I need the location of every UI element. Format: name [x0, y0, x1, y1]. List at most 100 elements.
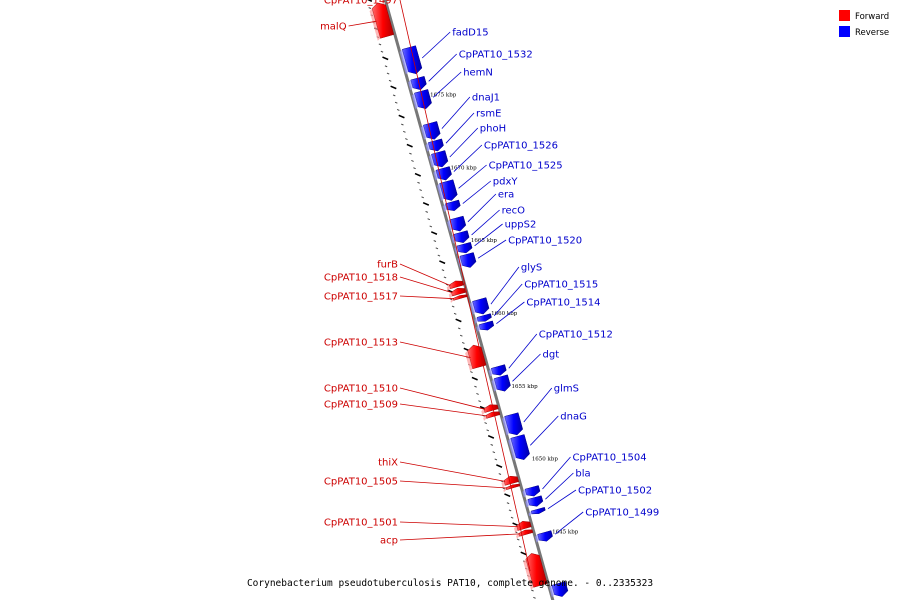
gene-label-cppat10-1512[interactable]: CpPAT10_1512: [539, 330, 613, 341]
gene-arrow-fadd15[interactable]: [401, 45, 423, 75]
gene-arrow-thix[interactable]: [503, 475, 520, 486]
gene-label-furb[interactable]: furB: [377, 260, 398, 271]
gene-arrow-shade: [481, 408, 485, 415]
gene-arrow-dnag[interactable]: [510, 434, 530, 460]
leader-line: [542, 456, 571, 490]
gene-label-dgt[interactable]: dgt: [543, 350, 560, 361]
leader-line: [399, 0, 531, 572]
ruler-tick: [427, 218, 431, 221]
ruler-tick: [396, 109, 400, 111]
gene-label-dnaj1[interactable]: dnaJ1: [472, 93, 500, 104]
gene-label-fadd15[interactable]: fadD15: [452, 28, 488, 39]
leader-line: [445, 112, 475, 144]
gene-arrow-cppat10-1505[interactable]: [505, 483, 521, 491]
ruler-tick: [516, 538, 520, 541]
gene-arrow-hemn[interactable]: [414, 89, 432, 109]
gene-arrow-cppat10-1509[interactable]: [485, 411, 501, 419]
gene-arrow-shade: [451, 234, 456, 244]
gene-arrow-shade: [408, 80, 413, 91]
gene-arrow-cppat10-1518[interactable]: [451, 288, 467, 297]
leader-line: [490, 266, 520, 305]
gene-arrow-rsme[interactable]: [427, 138, 444, 152]
ruler-tick: [398, 114, 405, 119]
ruler-label: 1670 kbp: [450, 165, 477, 171]
gene-arrow-reco[interactable]: [453, 230, 470, 243]
ruler-label: 1675 kbp: [430, 93, 457, 99]
gene-label-malq[interactable]: malQ: [320, 22, 347, 33]
gene-label-cppat10-1532[interactable]: CpPAT10_1532: [459, 50, 533, 61]
gene-label-cppat10-1515[interactable]: CpPAT10_1515: [524, 280, 598, 291]
gene-arrow-cppat10-1499[interactable]: [537, 530, 553, 542]
gene-label-cppat10-1526[interactable]: CpPAT10_1526: [484, 141, 558, 152]
gene-arrow-cppat10-1513[interactable]: [467, 344, 487, 370]
legend: Forward Reverse: [839, 10, 889, 38]
gene-label-cppat10-1499[interactable]: CpPAT10_1499: [585, 508, 659, 519]
gene-label-upps2[interactable]: uppS2: [505, 220, 537, 231]
gene-label-rsme[interactable]: rsmE: [476, 109, 501, 120]
gene-label-era[interactable]: era: [498, 190, 514, 201]
gene-arrow-cppat10-1497[interactable]: [525, 553, 548, 588]
gene-label-phoh[interactable]: phoH: [480, 124, 506, 135]
ruler-tick: [409, 152, 412, 155]
leader-line: [399, 387, 486, 410]
gene-arrow-cppat10-1512[interactable]: [490, 364, 507, 376]
gene-arrow-cppat10-1520[interactable]: [459, 252, 477, 268]
gene-arrow-shade: [514, 525, 518, 533]
gene-arrow-shade: [525, 499, 530, 508]
gene-label-cppat10-1497[interactable]: CpPAT10_1497: [324, 0, 398, 7]
ruler-tick: [504, 493, 511, 498]
gene-label-cppat10-1517[interactable]: CpPAT10_1517: [324, 292, 398, 303]
gene-arrow-malq[interactable]: [371, 2, 395, 39]
gene-arrow-bla[interactable]: [527, 495, 544, 507]
gene-arrow-cppat10-1514[interactable]: [478, 320, 495, 331]
gene-label-cppat10-1520[interactable]: CpPAT10_1520: [508, 236, 582, 247]
legend-label-reverse: Reverse: [855, 28, 889, 38]
gene-arrow-cppat10-1504[interactable]: [524, 485, 541, 497]
ruler-tick: [445, 283, 449, 286]
gene-label-dnag[interactable]: dnaG: [560, 412, 587, 423]
gene-label-reco[interactable]: recO: [502, 206, 526, 217]
gene-label-acp[interactable]: acp: [380, 536, 398, 547]
gene-label-cppat10-1505[interactable]: CpPAT10_1505: [324, 477, 398, 488]
gene-arrow-dnaj1[interactable]: [422, 121, 441, 140]
gene-label-cppat10-1501[interactable]: CpPAT10_1501: [324, 518, 398, 529]
gene-arrow-glys[interactable]: [472, 297, 490, 315]
gene-label-cppat10-1514[interactable]: CpPAT10_1514: [526, 298, 600, 309]
gene-arrow-cppat10-1502[interactable]: [530, 506, 546, 515]
gene-label-thix[interactable]: thiX: [378, 458, 398, 469]
leader-line: [474, 223, 503, 247]
gene-label-bla[interactable]: bla: [575, 469, 590, 480]
ruler-tick: [496, 464, 503, 468]
legend-swatch-reverse: [839, 26, 850, 37]
gene-arrow-upps2[interactable]: [456, 241, 473, 254]
leader-line: [458, 164, 487, 189]
gene-label-cppat10-1502[interactable]: CpPAT10_1502: [578, 486, 652, 497]
gene-label-glms[interactable]: glmS: [554, 384, 579, 395]
gene-arrow-cppat10-1510[interactable]: [483, 404, 499, 413]
gene-label-cppat10-1513[interactable]: CpPAT10_1513: [324, 338, 398, 349]
gene-label-cppat10-1525[interactable]: CpPAT10_1525: [489, 161, 563, 172]
ruler-label: 1645 kbp: [552, 529, 579, 535]
gene-label-cppat10-1509[interactable]: CpPAT10_1509: [324, 400, 398, 411]
ruler-tick: [388, 79, 392, 82]
gene-arrow-shade: [503, 487, 507, 493]
gene-label-pdxy[interactable]: pdxY: [493, 177, 519, 188]
leader-line: [428, 53, 457, 82]
gene-arrow-cppat10-1515[interactable]: [476, 313, 492, 322]
gene-label-hemn[interactable]: hemN: [463, 68, 493, 79]
gene-arrow[interactable]: [551, 581, 569, 597]
gene-arrow-cppat10-1517[interactable]: [452, 294, 468, 301]
gene-arrow-shade: [476, 324, 481, 332]
gene-arrow-era[interactable]: [449, 215, 467, 232]
gene-arrow-glms[interactable]: [504, 412, 523, 436]
gene-label-cppat10-1504[interactable]: CpPAT10_1504: [573, 453, 647, 464]
gene-label-cppat10-1510[interactable]: CpPAT10_1510: [324, 384, 398, 395]
gene-label-glys[interactable]: glyS: [521, 263, 542, 274]
gene-label-cppat10-1518[interactable]: CpPAT10_1518: [324, 273, 398, 284]
ruler-tick: [384, 65, 388, 68]
gene-arrow-furb[interactable]: [448, 280, 465, 290]
gene-arrow-pdxy[interactable]: [444, 199, 461, 211]
leader-line: [462, 180, 492, 204]
gene-arrow-dgt[interactable]: [493, 374, 511, 392]
gene-arrow-cppat10-1526[interactable]: [435, 166, 452, 181]
